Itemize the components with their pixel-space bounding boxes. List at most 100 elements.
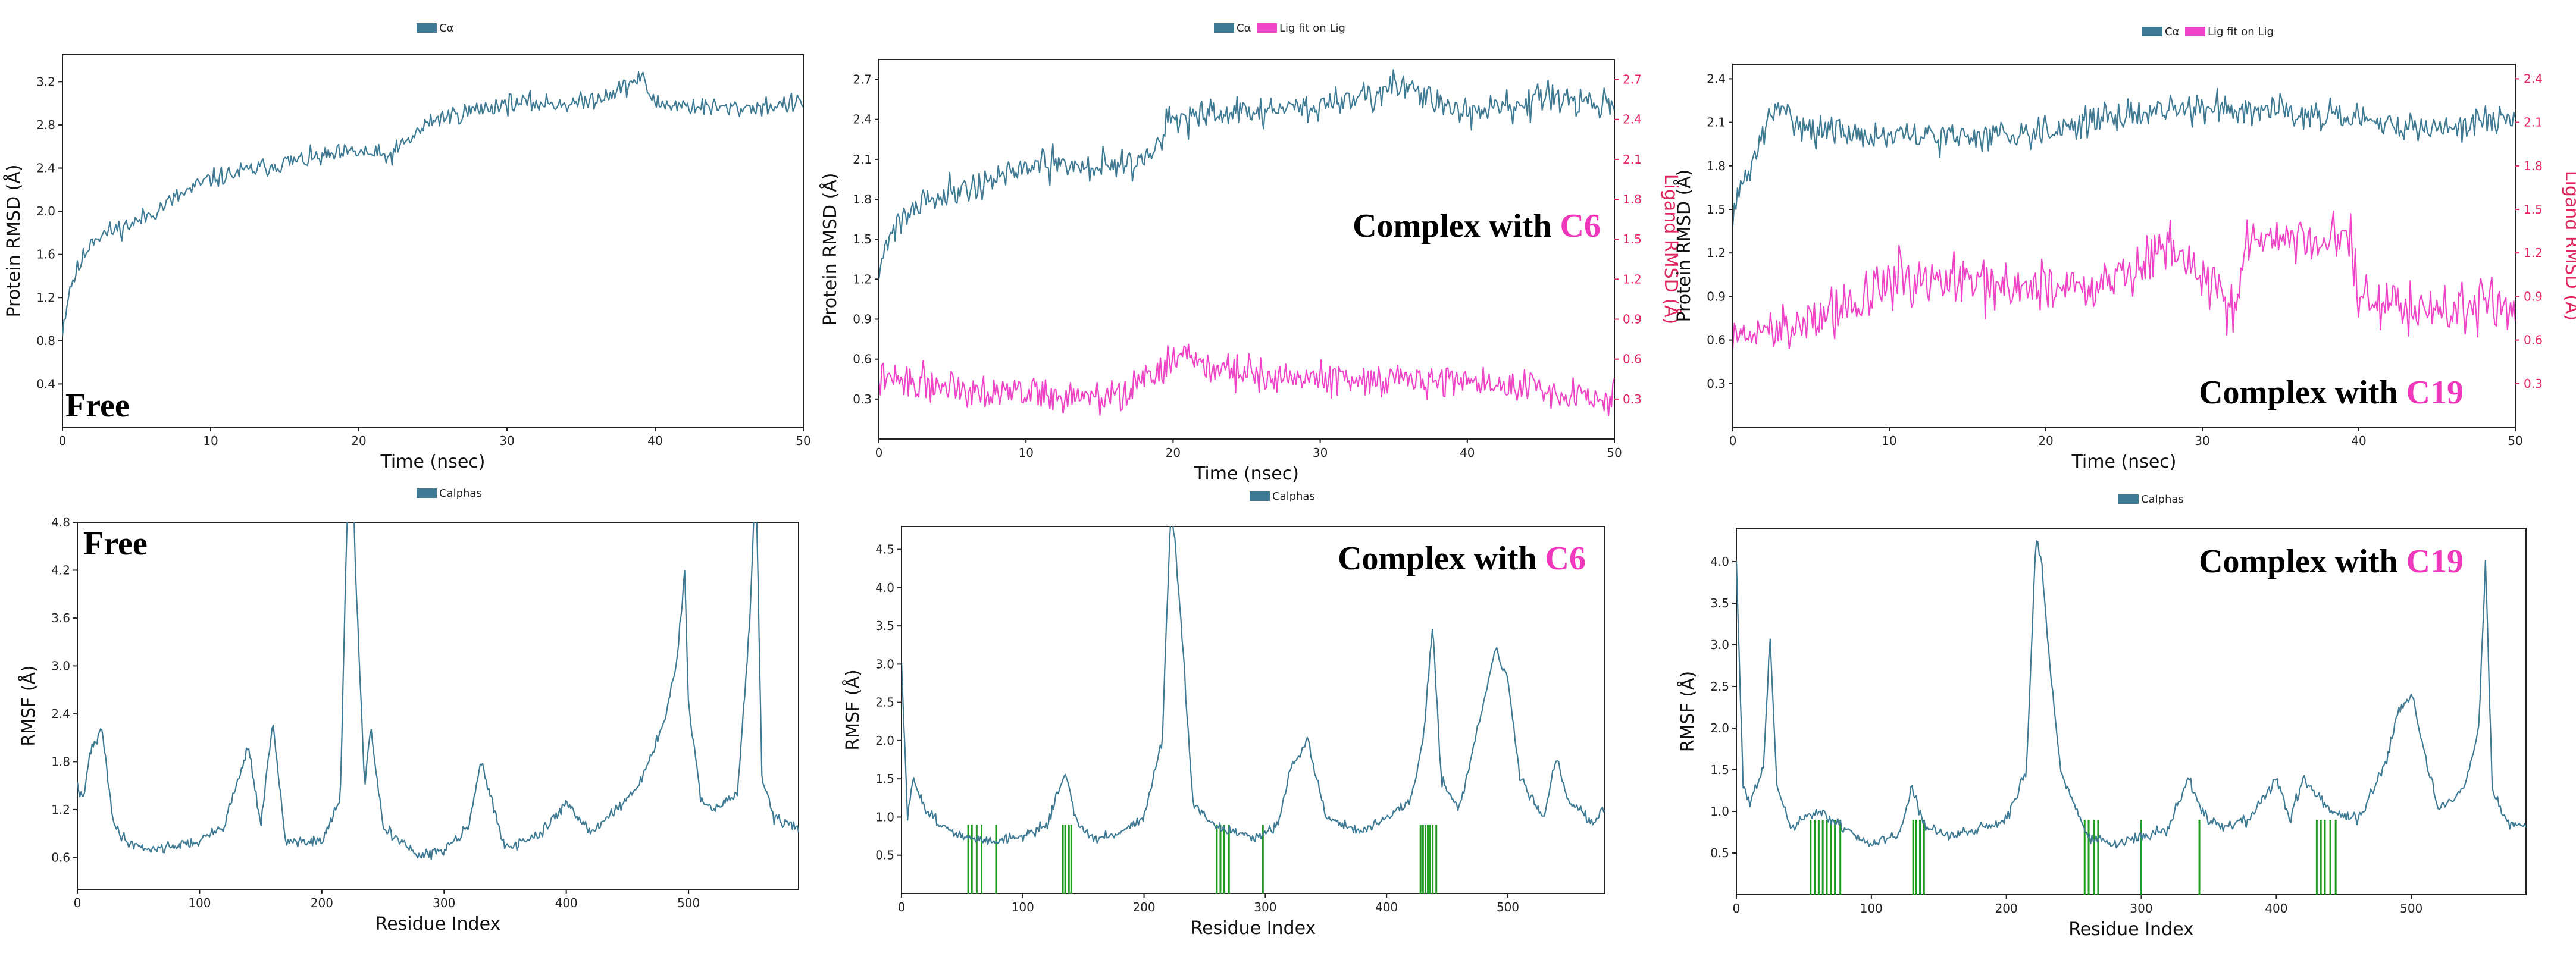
x-tick-label: 0 xyxy=(898,900,906,914)
annotation-text: Complex with xyxy=(1353,208,1560,244)
y2-tick-label: 1.5 xyxy=(1623,232,1642,246)
annotation-text: Complex with xyxy=(1338,540,1545,577)
x-axis-label: Residue Index xyxy=(1191,918,1316,939)
y-tick-label: 1.2 xyxy=(1707,246,1726,260)
annotation-compound: C19 xyxy=(2406,543,2464,580)
y-axis-label: Protein RMSD (Å) xyxy=(1673,169,1695,322)
x-tick-label: 10 xyxy=(1882,434,1896,448)
legend-swatch xyxy=(2142,27,2162,36)
legend: Cα Lig fit on Lig xyxy=(1214,22,1345,35)
y-tick-label: 4.8 xyxy=(51,515,70,529)
x-axis-label: Time (nsec) xyxy=(1194,463,1299,484)
plot-frame xyxy=(77,522,799,890)
y-tick-label: 1.2 xyxy=(36,290,55,305)
annotation-text: Free xyxy=(83,525,148,562)
legend-swatch xyxy=(2118,494,2139,504)
x-tick-label: 200 xyxy=(1995,901,2018,916)
x-tick-label: 0 xyxy=(1733,901,1741,916)
series-line-protein xyxy=(879,69,1614,280)
x-tick-label: 300 xyxy=(433,896,455,910)
y-tick-label: 0.3 xyxy=(853,392,872,406)
x-tick-label: 40 xyxy=(647,434,662,448)
y2-tick-label: 1.5 xyxy=(2524,202,2543,217)
y-tick-label: 0.6 xyxy=(853,352,872,366)
y-tick-label: 3.5 xyxy=(875,619,894,633)
y2-tick-label: 0.9 xyxy=(2524,289,2543,303)
y2-tick-label: 1.2 xyxy=(1623,272,1642,286)
y-tick-label: 4.0 xyxy=(875,581,894,595)
panel-rmsd-free: 0 10 20 30 40 50 0.4 0.8 1.2 1.6 2.0 2.4 2.8 3.2 Time … xyxy=(3,22,811,472)
y-tick-label: 1.2 xyxy=(51,802,70,817)
x-axis-label: Time (nsec) xyxy=(2071,452,2177,472)
x-tick-label: 30 xyxy=(1313,446,1328,460)
annotation-compound: C6 xyxy=(1560,208,1601,244)
series-line-ligand xyxy=(879,343,1614,416)
x-tick-label: 200 xyxy=(311,896,333,910)
series-line-ligand xyxy=(1733,210,2515,349)
annotation-text: Free xyxy=(65,387,130,424)
x-tick-label: 500 xyxy=(1497,900,1519,914)
y-tick-label: 4.2 xyxy=(51,563,70,577)
y-tick-label: 4.5 xyxy=(875,543,894,557)
legend-swatch xyxy=(417,488,437,498)
legend: Cα Lig fit on Lig xyxy=(2142,26,2274,38)
series-line-protein xyxy=(62,71,803,337)
panel-annotation: Complex with C19 xyxy=(2199,374,2464,411)
x-tick-label: 400 xyxy=(555,896,578,910)
legend: Calphas xyxy=(2118,493,2184,506)
x-tick-label: 400 xyxy=(1375,900,1398,914)
y-tick-label: 0.9 xyxy=(1707,289,1726,303)
x-tick-label: 400 xyxy=(2265,901,2287,916)
panel-rmsd-c6: 0 10 20 30 40 50 0.3 0.6 0.9 1.2 1.5 1.8 2.1 2.4 2.7 0.… xyxy=(819,22,1682,484)
y-tick-label: 2.4 xyxy=(51,707,70,721)
x-tick-label: 20 xyxy=(1166,446,1181,460)
panel-rmsf-c6: 0 100 200 300 400 500 0.5 1.0 1.5 2.0 2.5 3.0 3.5 4.0… xyxy=(842,490,1605,939)
x-axis-label: Residue Index xyxy=(2068,919,2194,940)
y-tick-label: 3.0 xyxy=(875,657,894,671)
x-tick-label: 100 xyxy=(1012,900,1034,914)
y2-tick-label: 0.3 xyxy=(1623,392,1642,406)
x-tick-label: 50 xyxy=(2508,434,2522,448)
legend: Calphas xyxy=(1250,490,1315,503)
y2-tick-label: 0.6 xyxy=(1623,352,1642,366)
legend-swatch xyxy=(2185,27,2205,36)
y-tick-label: 3.2 xyxy=(36,74,55,89)
x-tick-label: 300 xyxy=(2130,901,2152,916)
panel-annotation: Free xyxy=(83,525,148,562)
y-tick-label: 1.2 xyxy=(853,272,872,286)
y2-tick-label: 2.1 xyxy=(1623,152,1642,167)
legend-label: Cα xyxy=(2165,26,2179,38)
y-tick-label: 0.4 xyxy=(36,377,55,391)
y-tick-label: 0.6 xyxy=(1707,333,1726,347)
x-tick-label: 20 xyxy=(351,434,366,448)
y-tick-label: 3.0 xyxy=(51,659,70,673)
y2-tick-label: 2.4 xyxy=(2524,71,2543,86)
y-tick-label: 2.0 xyxy=(36,204,55,218)
plot-frame xyxy=(901,526,1605,894)
panel-annotation: Complex with C6 xyxy=(1338,540,1586,577)
legend-label: Calphas xyxy=(2141,493,2184,506)
y-tick-label: 0.6 xyxy=(51,850,70,864)
x-tick-label: 20 xyxy=(2038,434,2053,448)
series-line-protein xyxy=(902,526,1605,845)
x-tick-label: 30 xyxy=(2195,434,2209,448)
legend-swatch xyxy=(1214,23,1234,33)
y-tick-label: 2.4 xyxy=(36,161,55,175)
y-tick-label: 0.3 xyxy=(1707,377,1726,391)
y-tick-label: 1.0 xyxy=(1710,804,1729,819)
y-tick-label: 0.5 xyxy=(1710,846,1729,860)
annotation-compound: C19 xyxy=(2406,374,2464,411)
y-axis-label: RMSF (Å) xyxy=(842,669,863,751)
y-tick-label: 1.5 xyxy=(853,232,872,246)
y2-tick-label: 2.7 xyxy=(1623,73,1642,87)
legend: Cα xyxy=(417,22,453,35)
y2-tick-label: 1.8 xyxy=(2524,159,2543,173)
y-tick-label: 2.1 xyxy=(853,152,872,167)
y2-tick-label: 0.3 xyxy=(2524,377,2543,391)
y-axis-label: Protein RMSD (Å) xyxy=(819,173,841,325)
y-tick-label: 2.8 xyxy=(36,118,55,132)
y-tick-label: 2.5 xyxy=(1710,679,1729,694)
x-tick-label: 500 xyxy=(677,896,700,910)
x-tick-label: 0 xyxy=(1729,434,1737,448)
